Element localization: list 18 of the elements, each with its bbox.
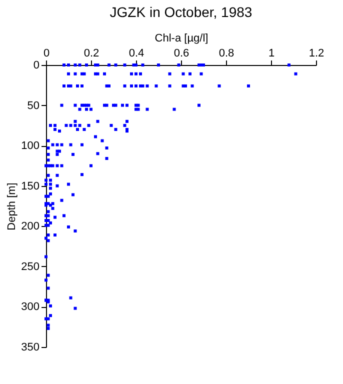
- x-tick-label: 1.2: [308, 48, 324, 60]
- x-tick-label: 0.6: [174, 48, 190, 60]
- x-tick-label: 0: [43, 48, 50, 60]
- y-tick-label: 200: [21, 220, 40, 233]
- y-axis-title: Depth [m]: [6, 182, 18, 230]
- y-tick-label: 150: [21, 180, 40, 192]
- y-tick-label: 0: [33, 60, 40, 72]
- y-tick-label: 300: [21, 301, 40, 314]
- x-tick-label: 0.2: [84, 48, 100, 60]
- x-tick-label: 0.4: [128, 48, 144, 60]
- y-tick-label: 250: [21, 260, 40, 273]
- y-tick-label: 50: [27, 100, 40, 112]
- y-tick-label: 100: [21, 140, 40, 152]
- x-tick-label: 1: [268, 48, 275, 60]
- chart-title: JGZK in October, 1983: [110, 4, 252, 20]
- x-tick-label: 0.8: [218, 48, 234, 60]
- y-tick-label: 350: [21, 342, 40, 354]
- x-axis-title: Chl-a [µg/l]: [154, 32, 208, 44]
